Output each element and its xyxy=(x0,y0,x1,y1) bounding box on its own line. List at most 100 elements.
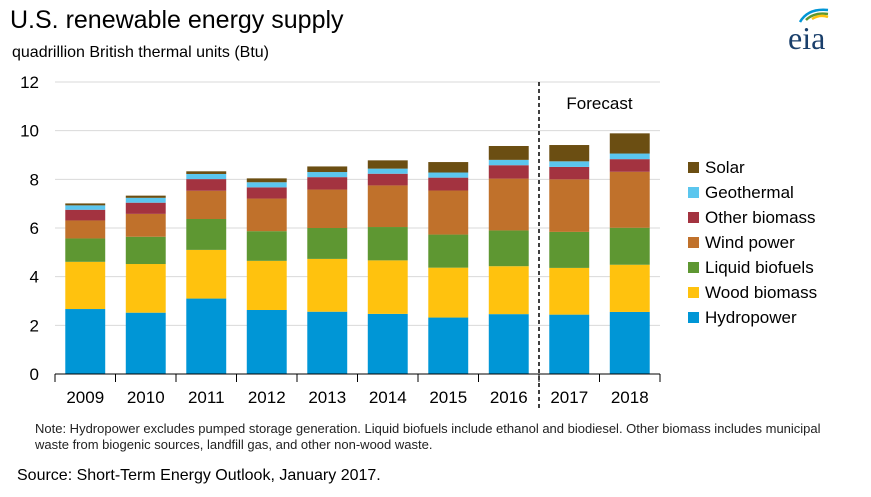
forecast-label: Forecast xyxy=(566,94,632,113)
bar-segment-liquid-biofuels xyxy=(186,218,227,250)
bar-segment-solar xyxy=(65,203,106,206)
bar-segment-wood-biomass xyxy=(428,267,469,318)
stacked-bar-chart: 0 2 4 6 8 10 12 2009 2010 2011 2012 2013 2014 2015 201… xyxy=(20,73,661,410)
x-tick-label: 2010 xyxy=(127,388,165,407)
x-tick-label: 2009 xyxy=(66,388,104,407)
chart-legend: Solar Geothermal Other biomass Wind power Li… xyxy=(688,155,817,330)
bar-segment-wind-power xyxy=(428,190,469,235)
bar-segment-liquid-biofuels xyxy=(428,234,469,268)
bar-segment-other-biomass xyxy=(307,177,348,190)
y-tick-label: 0 xyxy=(30,365,39,384)
legend-swatch xyxy=(688,237,699,248)
x-tick-label: 2011 xyxy=(188,388,225,407)
bar-segment-wood-biomass xyxy=(125,264,166,313)
legend-item-liquid-biofuels: Liquid biofuels xyxy=(688,255,817,280)
bar-segment-wood-biomass xyxy=(367,260,408,314)
bar-segment-geothermal xyxy=(488,159,529,166)
bar-segment-wood-biomass xyxy=(246,260,287,311)
bar-segment-solar xyxy=(428,162,469,173)
bar-segment-other-biomass xyxy=(246,187,287,199)
bar-segment-wind-power xyxy=(307,189,348,228)
bar-segment-solar xyxy=(549,145,590,162)
bar-segment-liquid-biofuels xyxy=(65,238,106,262)
bar-segment-hydropower xyxy=(246,310,287,374)
bar-segment-wind-power xyxy=(186,190,227,219)
chart-title: U.S. renewable energy supply xyxy=(10,6,344,34)
bar-segment-liquid-biofuels xyxy=(549,231,590,268)
bar-segment-other-biomass xyxy=(549,166,590,180)
x-tick-label: 2017 xyxy=(550,388,588,407)
bar-segment-hydropower xyxy=(428,317,469,374)
eia-logo: eia xyxy=(782,4,862,56)
bar-segment-geothermal xyxy=(609,153,650,160)
legend-label: Geothermal xyxy=(705,182,794,202)
legend-swatch xyxy=(688,287,699,298)
bar-segment-wood-biomass xyxy=(609,264,650,312)
bar-segment-geothermal xyxy=(428,172,469,178)
bar-segment-other-biomass xyxy=(125,202,166,214)
bar-segment-solar xyxy=(246,178,287,183)
legend-item-wind-power: Wind power xyxy=(688,230,817,255)
bar-segment-geothermal xyxy=(307,172,348,178)
bar-segment-hydropower xyxy=(609,311,650,374)
x-tick-label: 2014 xyxy=(369,388,407,407)
legend-label: Solar xyxy=(705,157,745,177)
bar-segment-wind-power xyxy=(549,179,590,232)
legend-item-geothermal: Geothermal xyxy=(688,180,817,205)
bar-segment-hydropower xyxy=(307,311,348,374)
bar-segment-solar xyxy=(307,166,348,173)
bar-segment-solar xyxy=(488,145,529,160)
bar-segment-hydropower xyxy=(125,312,166,374)
y-tick-label: 8 xyxy=(30,170,39,189)
bar-segment-wind-power xyxy=(246,198,287,232)
bar-segment-wood-biomass xyxy=(488,266,529,315)
legend-label: Hydropower xyxy=(705,307,797,327)
chart-note: Note: Hydropower excludes pumped storage… xyxy=(35,421,821,452)
bar-segment-hydropower xyxy=(488,314,529,374)
y-tick-label: 10 xyxy=(20,122,39,141)
bar-segment-other-biomass xyxy=(609,159,650,172)
legend-swatch xyxy=(688,162,699,173)
bar-segment-hydropower xyxy=(186,298,227,374)
bar-segment-wind-power xyxy=(125,213,166,237)
bar-segment-hydropower xyxy=(549,314,590,374)
bar-segment-wood-biomass xyxy=(307,258,348,312)
legend-label: Other biomass xyxy=(705,207,816,227)
legend-swatch xyxy=(688,187,699,198)
bar-segment-geothermal xyxy=(246,182,287,188)
bar-segment-other-biomass xyxy=(367,173,408,186)
legend-item-other-biomass: Other biomass xyxy=(688,205,817,230)
bar-segment-solar xyxy=(186,171,227,174)
y-tick-label: 6 xyxy=(30,219,39,238)
x-tick-label: 2013 xyxy=(308,388,346,407)
bar-segment-other-biomass xyxy=(488,165,529,179)
bar-segment-liquid-biofuels xyxy=(246,231,287,261)
chart-subtitle: quadrillion British thermal units (Btu) xyxy=(12,44,269,61)
legend-swatch xyxy=(688,312,699,323)
bar-segment-solar xyxy=(609,133,650,154)
y-tick-label: 4 xyxy=(30,268,39,287)
bar-segment-other-biomass xyxy=(186,179,227,191)
bar-segment-other-biomass xyxy=(428,177,469,191)
eia-logo-icon xyxy=(798,8,829,23)
x-tick-label: 2018 xyxy=(611,388,649,407)
bar-segment-liquid-biofuels xyxy=(609,227,650,265)
bar-segment-liquid-biofuels xyxy=(125,236,166,265)
legend-item-wood-biomass: Wood biomass xyxy=(688,280,817,305)
legend-label: Liquid biofuels xyxy=(705,257,814,277)
legend-item-hydropower: Hydropower xyxy=(688,305,817,330)
bar-segment-wood-biomass xyxy=(186,249,227,299)
bar-segment-wood-biomass xyxy=(65,261,106,310)
legend-swatch xyxy=(688,212,699,223)
bar-segment-wood-biomass xyxy=(549,267,590,315)
bar-segment-solar xyxy=(125,195,166,198)
eia-logo-text: eia xyxy=(788,20,826,56)
x-tick-label: 2012 xyxy=(248,388,286,407)
legend-label: Wood biomass xyxy=(705,282,818,302)
legend-item-solar: Solar xyxy=(688,155,817,180)
bar-segment-liquid-biofuels xyxy=(307,228,348,259)
bar-segment-hydropower xyxy=(65,309,106,374)
bar-segment-geothermal xyxy=(125,197,166,203)
bar-segment-wind-power xyxy=(488,178,529,231)
bar-segment-other-biomass xyxy=(65,209,106,221)
